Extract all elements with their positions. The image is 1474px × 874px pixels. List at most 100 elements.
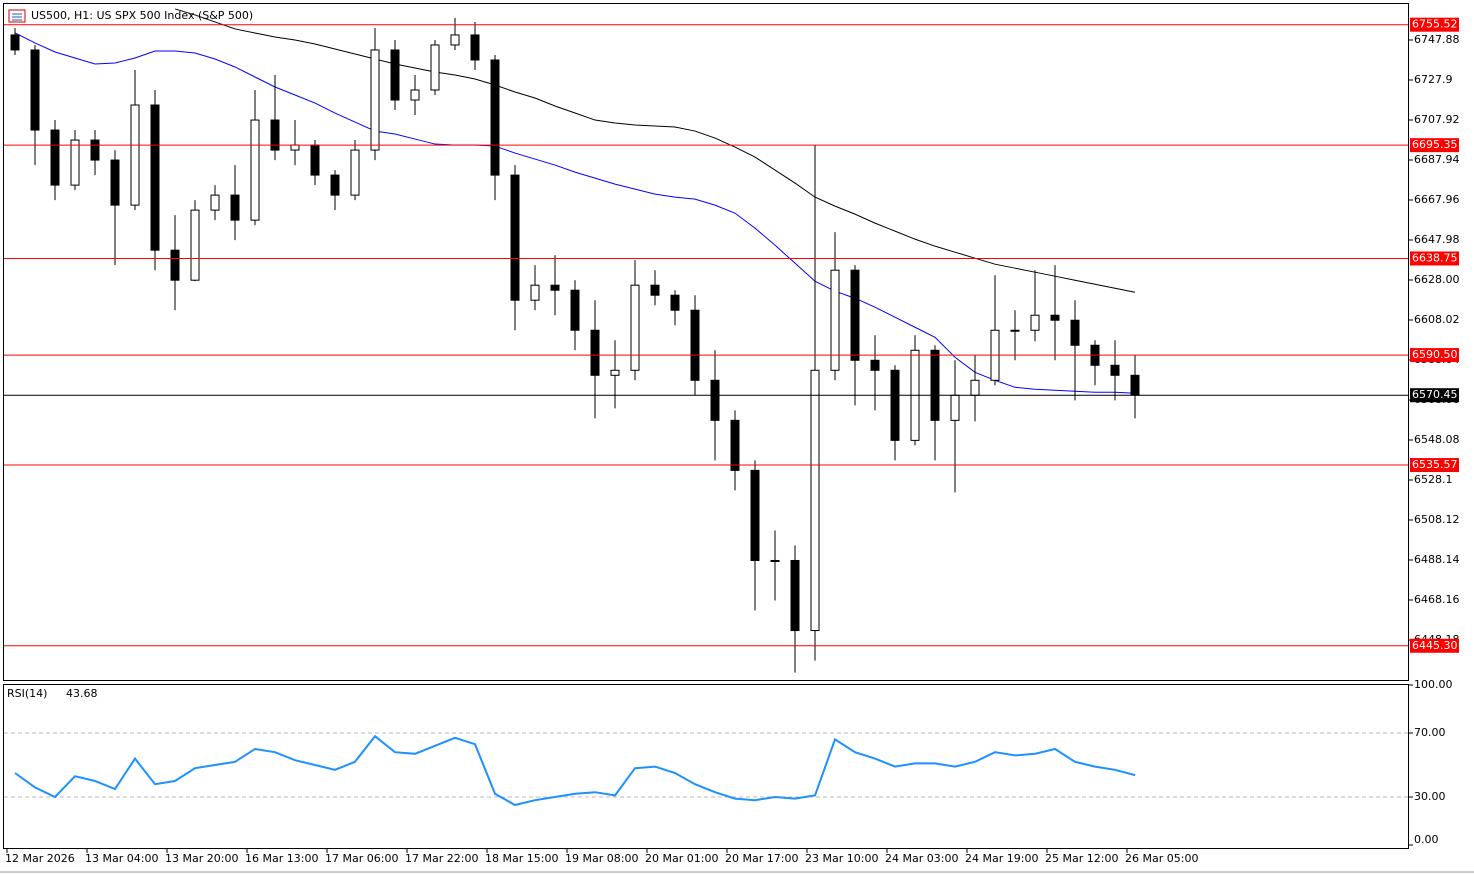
candle-body <box>410 89 420 101</box>
candle-body <box>110 159 120 206</box>
x-tick-label: 17 Mar 22:00 <box>405 852 478 865</box>
x-tick-label: 12 Mar 2026 <box>5 852 75 865</box>
y-tick-label: 6508.12 <box>1414 513 1460 526</box>
y-tick-label: 6647.98 <box>1414 233 1460 246</box>
level-label: 6755.52 <box>1412 18 1458 31</box>
candle-body <box>170 249 180 281</box>
candle-body <box>50 129 60 186</box>
candle-body <box>870 359 880 371</box>
x-tick-label: 25 Mar 12:00 <box>1045 852 1118 865</box>
candle-body <box>570 289 580 331</box>
y-tick-label: 6488.14 <box>1414 553 1460 566</box>
y-tick-label: 6608.02 <box>1414 313 1460 326</box>
current-price-label: 6570.45 <box>1412 388 1458 401</box>
rsi-panel <box>3 684 1409 849</box>
level-label: 6535.57 <box>1412 458 1458 471</box>
candle-body <box>630 284 640 371</box>
candle-body <box>670 294 680 311</box>
candle-body <box>370 49 380 151</box>
candle-body <box>10 34 20 51</box>
candle-body <box>930 349 940 421</box>
rsi-value: 43.68 <box>66 687 98 700</box>
chart-title: US500, H1: US SPX 500 Index (S&P 500) <box>31 9 253 22</box>
x-tick-label: 13 Mar 04:00 <box>85 852 158 865</box>
rsi-tick-label: 70.00 <box>1414 726 1446 739</box>
level-label: 6695.35 <box>1412 138 1458 151</box>
candle-body <box>350 149 360 196</box>
candle-body <box>730 419 740 471</box>
level-label: 6638.75 <box>1412 251 1458 264</box>
candle-body <box>830 269 840 371</box>
y-tick-label: 6687.94 <box>1414 153 1460 166</box>
candle-body <box>890 369 900 441</box>
candle-body <box>270 119 280 151</box>
candle-body <box>710 379 720 421</box>
candle-body <box>490 59 500 176</box>
x-tick-label: 18 Mar 15:00 <box>485 852 558 865</box>
candle-body <box>310 144 320 176</box>
level-label-box <box>1410 458 1459 473</box>
level-label-box <box>1410 348 1459 363</box>
candle-body <box>1130 374 1140 396</box>
candle-body <box>250 119 260 221</box>
candle-body <box>330 174 340 196</box>
x-tick-label: 20 Mar 01:00 <box>645 852 718 865</box>
symbol-icon <box>8 9 26 23</box>
x-tick-label: 23 Mar 10:00 <box>805 852 878 865</box>
level-label-box <box>1410 17 1459 32</box>
rsi-name: RSI(14) <box>7 687 47 700</box>
y-tick-label: 6707.92 <box>1414 113 1460 126</box>
candle-body <box>290 144 300 151</box>
candle-body <box>1010 329 1020 332</box>
rsi-tick-label: 100.00 <box>1414 678 1453 691</box>
candle-body <box>210 194 220 211</box>
x-tick-label: 24 Mar 19:00 <box>965 852 1038 865</box>
rsi-tick-label: 30.00 <box>1414 790 1446 803</box>
candle-body <box>390 49 400 101</box>
y-tick-label: 6727.9 <box>1414 73 1453 86</box>
moving-average <box>14 32 1136 394</box>
candle-body <box>950 394 960 421</box>
rsi-line <box>14 734 1136 807</box>
level-label: 6445.30 <box>1412 639 1458 652</box>
candle-body <box>230 194 240 221</box>
x-tick-label: 13 Mar 20:00 <box>165 852 238 865</box>
candle-body <box>150 104 160 251</box>
y-tick-label: 6667.96 <box>1414 193 1460 206</box>
candle-body <box>510 174 520 301</box>
x-tick-label: 24 Mar 03:00 <box>885 852 958 865</box>
y-tick-label: 6628.00 <box>1414 273 1460 286</box>
y-tick-label: 6548.08 <box>1414 433 1460 446</box>
candle-body <box>750 469 760 561</box>
x-tick-label: 26 Mar 05:00 <box>1125 852 1198 865</box>
candle-body <box>550 284 560 291</box>
x-tick-label: 20 Mar 17:00 <box>725 852 798 865</box>
candle-body <box>1030 314 1040 331</box>
level-label-box <box>1410 251 1459 266</box>
candle-body <box>1050 314 1060 321</box>
candle-body <box>430 44 440 91</box>
candle-body <box>190 209 200 281</box>
candle-body <box>470 34 480 61</box>
price-panel <box>3 3 1409 681</box>
candle-body <box>590 329 600 376</box>
candle-body <box>1070 319 1080 346</box>
candle-body <box>790 559 800 632</box>
x-tick-label: 16 Mar 13:00 <box>245 852 318 865</box>
rsi-tick-label: 0.00 <box>1414 833 1439 846</box>
y-tick-label: 6747.88 <box>1414 33 1460 46</box>
x-tick-label: 17 Mar 06:00 <box>325 852 398 865</box>
candle-body <box>130 104 140 206</box>
candle-body <box>970 379 980 396</box>
level-label: 6590.50 <box>1412 348 1458 361</box>
x-tick-label: 19 Mar 08:00 <box>565 852 638 865</box>
candle-body <box>450 34 460 46</box>
level-label-box <box>1410 138 1459 153</box>
level-label-box <box>1410 638 1459 653</box>
candle-body <box>610 369 620 376</box>
candle-body <box>850 269 860 361</box>
y-tick-label: 6528.1 <box>1414 473 1453 486</box>
candle-body <box>810 369 820 632</box>
current-price-box <box>1410 388 1459 403</box>
